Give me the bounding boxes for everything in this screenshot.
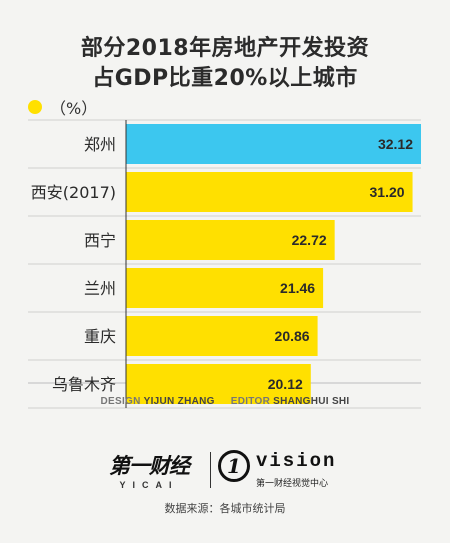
legend: （%） xyxy=(28,98,98,118)
value-label-2: 31.20 xyxy=(370,184,405,200)
legend-unit-label: （%） xyxy=(50,99,98,118)
legend-dot-icon xyxy=(28,100,42,114)
editor-name: SHANGHUI SHI xyxy=(273,396,350,407)
yicai-logo-en: YICAI xyxy=(119,480,179,490)
data-source-note: 数据来源：各城市统计局 xyxy=(164,502,286,515)
value-label-6: 20.12 xyxy=(268,376,303,392)
value-label-3: 22.72 xyxy=(292,232,327,248)
credits: DESIGN YIJUN ZHANG EDITOR SHANGHUI SHI xyxy=(0,396,450,407)
bar-1 xyxy=(126,124,421,164)
category-label-5: 重庆 xyxy=(84,327,116,346)
vision-mark-icon: 1 xyxy=(218,450,250,482)
bar-3 xyxy=(126,220,335,260)
vision-logo-subtitle: 第一财经视觉中心 xyxy=(256,479,329,489)
bar-5 xyxy=(126,316,318,356)
category-label-2: 西安(2017) xyxy=(31,183,116,202)
value-label-1: 32.12 xyxy=(378,136,413,152)
design-label: DESIGN xyxy=(100,396,141,407)
category-label-3: 西宁 xyxy=(84,231,116,250)
yicai-logo-cn: 第一财经 xyxy=(109,454,190,478)
editor-label: EDITOR xyxy=(230,396,271,407)
logo-divider xyxy=(210,452,211,488)
chart-title-line-2: 占GDP比重20%以上城市 xyxy=(92,66,358,91)
logo-row: 第一财经 YICAI 1 vision 第一财经视觉中心 xyxy=(0,448,450,498)
vision-logo-word: vision xyxy=(256,450,337,472)
bar-4 xyxy=(126,268,324,308)
category-label-1: 郑州 xyxy=(84,135,116,154)
designer-name: YIJUN ZHANG xyxy=(143,396,215,407)
yicai-logo: 第一财经 YICAI xyxy=(109,450,190,490)
chart-title-line-1: 部分2018年房地产开发投资 xyxy=(80,36,370,61)
bar-6 xyxy=(126,364,311,404)
value-label-4: 21.46 xyxy=(280,280,315,296)
bar-2 xyxy=(126,172,413,212)
value-label-5: 20.86 xyxy=(275,328,310,344)
category-label-4: 兰州 xyxy=(84,279,116,298)
category-label-6: 乌鲁木齐 xyxy=(52,375,116,394)
